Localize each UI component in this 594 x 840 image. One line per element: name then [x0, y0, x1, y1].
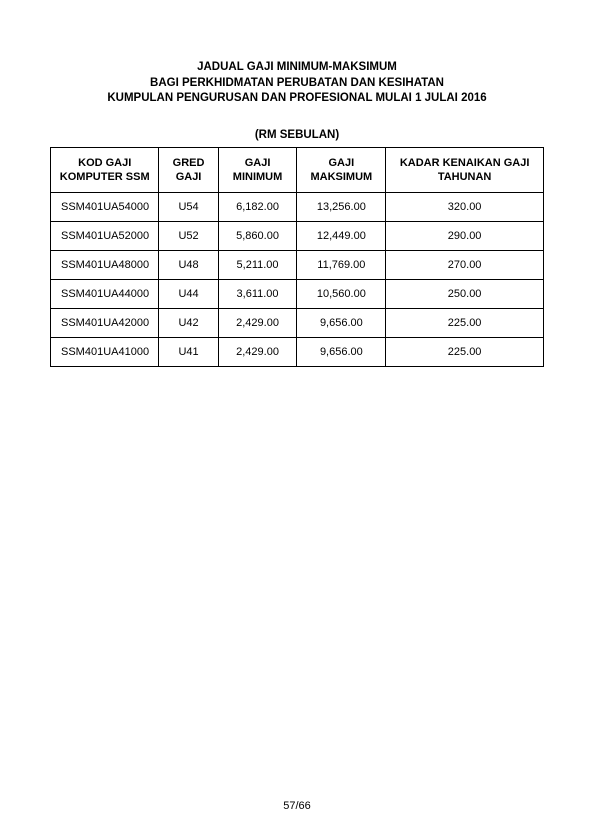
- table-cell: 12,449.00: [297, 222, 386, 251]
- title-block: JADUAL GAJI MINIMUM-MAKSIMUM BAGI PERKHI…: [50, 60, 544, 107]
- table-row: SSM401UA54000U546,182.0013,256.00320.00: [51, 193, 544, 222]
- title-line-2: BAGI PERKHIDMATAN PERUBATAN DAN KESIHATA…: [50, 76, 544, 92]
- table-cell: 9,656.00: [297, 309, 386, 338]
- table-row: SSM401UA41000U412,429.009,656.00225.00: [51, 338, 544, 367]
- col-header-min: GAJI MINIMUM: [218, 147, 297, 193]
- table-cell: U42: [159, 309, 218, 338]
- table-cell: SSM401UA48000: [51, 251, 159, 280]
- table-cell: SSM401UA54000: [51, 193, 159, 222]
- table-cell: 13,256.00: [297, 193, 386, 222]
- table-cell: 320.00: [386, 193, 544, 222]
- table-cell: SSM401UA42000: [51, 309, 159, 338]
- table-cell: 225.00: [386, 309, 544, 338]
- table-cell: U41: [159, 338, 218, 367]
- table-cell: 270.00: [386, 251, 544, 280]
- title-line-3: KUMPULAN PENGURUSAN DAN PROFESIONAL MULA…: [50, 91, 544, 107]
- table-cell: U52: [159, 222, 218, 251]
- table-row: SSM401UA52000U525,860.0012,449.00290.00: [51, 222, 544, 251]
- table-header-row: KOD GAJI KOMPUTER SSM GRED GAJI GAJI MIN…: [51, 147, 544, 193]
- table-cell: 225.00: [386, 338, 544, 367]
- table-cell: U44: [159, 280, 218, 309]
- page-number: 57/66: [0, 800, 594, 812]
- table-cell: 2,429.00: [218, 309, 297, 338]
- table-cell: 10,560.00: [297, 280, 386, 309]
- table-cell: 250.00: [386, 280, 544, 309]
- table-cell: SSM401UA41000: [51, 338, 159, 367]
- col-header-code: KOD GAJI KOMPUTER SSM: [51, 147, 159, 193]
- table-cell: 2,429.00: [218, 338, 297, 367]
- title-line-1: JADUAL GAJI MINIMUM-MAKSIMUM: [50, 60, 544, 76]
- col-header-gred: GRED GAJI: [159, 147, 218, 193]
- table-cell: U48: [159, 251, 218, 280]
- table-row: SSM401UA48000U485,211.0011,769.00270.00: [51, 251, 544, 280]
- col-header-max: GAJI MAKSIMUM: [297, 147, 386, 193]
- salary-table: KOD GAJI KOMPUTER SSM GRED GAJI GAJI MIN…: [50, 147, 544, 368]
- table-body: SSM401UA54000U546,182.0013,256.00320.00S…: [51, 193, 544, 367]
- table-cell: 9,656.00: [297, 338, 386, 367]
- table-cell: 6,182.00: [218, 193, 297, 222]
- table-row: SSM401UA42000U422,429.009,656.00225.00: [51, 309, 544, 338]
- table-cell: 290.00: [386, 222, 544, 251]
- table-cell: 5,860.00: [218, 222, 297, 251]
- col-header-kadar: KADAR KENAIKAN GAJI TAHUNAN: [386, 147, 544, 193]
- table-cell: U54: [159, 193, 218, 222]
- subtitle: (RM SEBULAN): [50, 129, 544, 141]
- table-cell: SSM401UA44000: [51, 280, 159, 309]
- table-cell: SSM401UA52000: [51, 222, 159, 251]
- table-row: SSM401UA44000U443,611.0010,560.00250.00: [51, 280, 544, 309]
- table-cell: 11,769.00: [297, 251, 386, 280]
- table-cell: 5,211.00: [218, 251, 297, 280]
- table-cell: 3,611.00: [218, 280, 297, 309]
